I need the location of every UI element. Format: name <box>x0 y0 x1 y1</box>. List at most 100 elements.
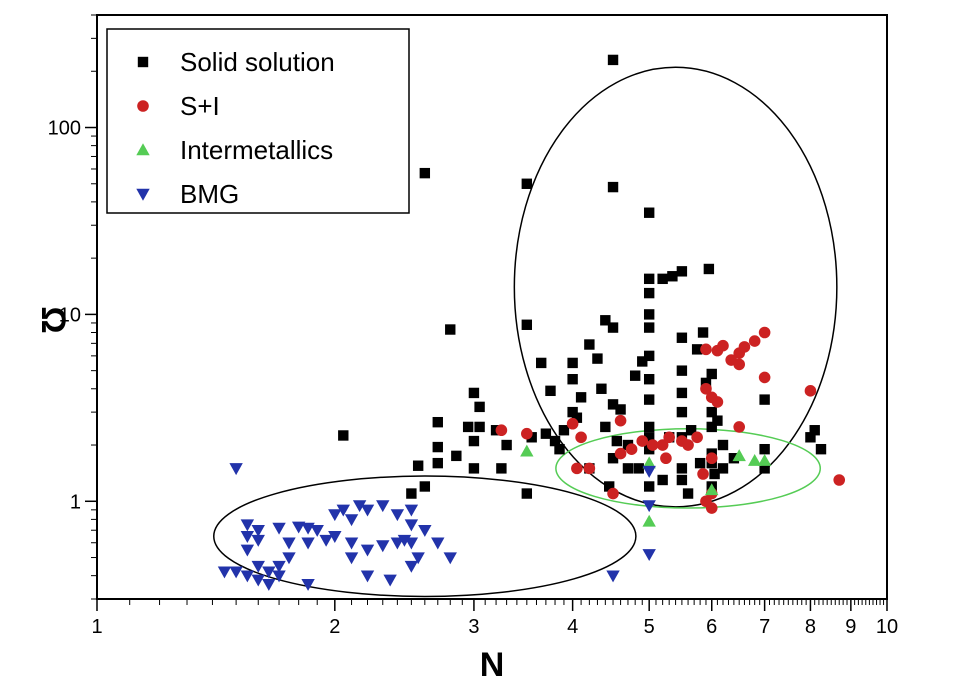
point-0-36 <box>584 339 595 350</box>
point-3-43 <box>360 570 375 583</box>
point-0-2 <box>521 178 533 189</box>
point-3-26 <box>390 537 405 550</box>
point-1-9 <box>625 443 638 455</box>
point-2-5 <box>747 453 762 466</box>
point-1-3 <box>575 431 587 444</box>
point-3-34 <box>251 560 265 573</box>
point-0-83 <box>759 394 770 405</box>
point-3-25 <box>376 540 390 553</box>
legend-marker-3 <box>136 188 150 201</box>
point-1-33 <box>758 326 771 339</box>
point-0-53 <box>643 322 655 333</box>
point-3-21 <box>404 519 419 532</box>
point-0-29 <box>549 435 561 447</box>
point-0-25 <box>526 432 537 443</box>
point-0-65 <box>676 365 688 376</box>
point-1-11 <box>646 439 659 451</box>
point-0-91 <box>700 377 712 389</box>
point-0-9 <box>432 457 443 469</box>
points-layer <box>217 54 846 591</box>
point-0-43 <box>611 435 623 447</box>
point-1-32 <box>748 335 761 347</box>
point-0-21 <box>496 463 507 474</box>
point-0-28 <box>545 385 556 397</box>
y-tick-label-0: 1 <box>70 491 81 513</box>
point-0-12 <box>432 416 443 428</box>
point-0-54 <box>643 350 655 362</box>
point-0-39 <box>607 322 619 333</box>
point-0-99 <box>712 415 723 426</box>
x-tick-label-2: 3 <box>468 616 479 638</box>
point-0-18 <box>468 435 480 447</box>
point-2-4 <box>732 449 746 462</box>
point-0-72 <box>697 327 709 338</box>
point-0-74 <box>706 368 717 380</box>
x-tick-label-4: 5 <box>644 616 655 638</box>
point-3-11 <box>319 534 333 547</box>
point-3-24 <box>360 544 375 557</box>
legend-label-1: S+I <box>180 91 220 121</box>
point-3-29 <box>411 552 425 565</box>
point-1-17 <box>691 431 703 444</box>
point-0-60 <box>643 481 655 492</box>
point-0-31 <box>567 357 578 369</box>
point-3-3 <box>272 522 286 535</box>
point-0-97 <box>685 425 697 436</box>
point-0-6 <box>406 488 417 499</box>
point-0-57 <box>643 421 655 433</box>
point-3-51 <box>642 465 656 478</box>
legend-label-2: Intermetallics <box>180 135 333 165</box>
point-3-33 <box>240 544 255 557</box>
point-0-15 <box>468 387 480 399</box>
point-0-1 <box>419 167 431 179</box>
point-3-12 <box>328 531 342 543</box>
point-0-35 <box>575 392 587 403</box>
point-3-18 <box>376 500 390 513</box>
point-0-3 <box>607 181 619 193</box>
point-3-19 <box>390 509 405 522</box>
point-0-62 <box>667 271 678 282</box>
point-0-16 <box>474 421 485 433</box>
point-1-22 <box>705 452 718 465</box>
point-2-0 <box>520 444 534 457</box>
point-3-7 <box>240 531 255 543</box>
point-0-37 <box>592 353 603 364</box>
point-1-7 <box>614 447 627 460</box>
point-1-13 <box>660 452 672 465</box>
point-0-14 <box>462 421 474 433</box>
point-1-1 <box>521 427 533 440</box>
point-1-31 <box>738 341 751 353</box>
point-0-24 <box>521 488 533 499</box>
x-tick-label-8: 9 <box>845 616 856 638</box>
point-0-45 <box>607 453 619 464</box>
point-3-32 <box>344 552 359 565</box>
legend-marker-2 <box>136 143 150 156</box>
point-0-87 <box>809 425 820 436</box>
x-tick-label-5: 6 <box>706 616 717 638</box>
x-axis-title: N <box>480 646 505 684</box>
point-0-70 <box>682 488 694 499</box>
point-0-13 <box>445 324 456 335</box>
y-tick-label-2: 100 <box>48 118 81 140</box>
point-2-2 <box>642 456 656 469</box>
point-0-41 <box>607 399 619 410</box>
point-1-16 <box>682 439 694 451</box>
point-1-6 <box>607 487 619 500</box>
y-tick-label-1: 10 <box>59 304 81 326</box>
series-1 <box>495 326 846 514</box>
point-1-26 <box>700 343 712 356</box>
point-3-10 <box>301 537 315 550</box>
point-0-38 <box>600 315 611 326</box>
point-0-56 <box>643 394 655 405</box>
point-0-48 <box>629 370 641 381</box>
series-3 <box>217 463 656 591</box>
point-1-28 <box>717 339 729 352</box>
point-0-69 <box>676 474 688 486</box>
x-tick-label-9: 10 <box>876 616 898 638</box>
series-0 <box>338 54 827 499</box>
point-0-33 <box>567 406 578 418</box>
point-3-17 <box>360 504 375 517</box>
point-1-18 <box>697 468 709 480</box>
point-0-8 <box>412 460 424 471</box>
point-3-0 <box>229 463 243 476</box>
